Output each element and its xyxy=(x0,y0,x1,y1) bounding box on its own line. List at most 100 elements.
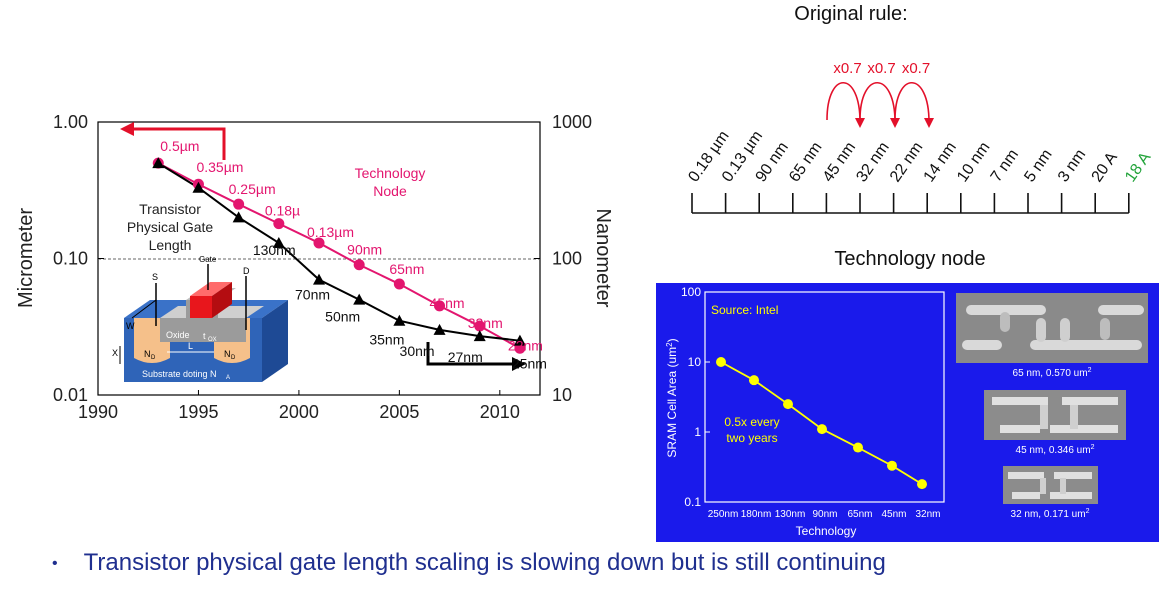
sram-x-tick-label: 45nm xyxy=(881,509,906,520)
tech-node-label: 90nm xyxy=(347,242,382,258)
scaling-multiplier: x0.7 xyxy=(833,60,861,77)
gate-length-point xyxy=(433,323,446,335)
gate-length-label: 130nm xyxy=(253,242,296,258)
micrograph-32nm-caption: 32 nm, 0.171 um xyxy=(1011,509,1086,520)
inset-label-nd-left-sub: D xyxy=(151,355,156,361)
gate-length-annotation-line1: Transistor xyxy=(139,201,201,217)
sram-annotation-line2: two years xyxy=(726,431,777,445)
inset-label-tox: t xyxy=(203,331,206,341)
svg-text:32 nm, 0.171 um2: 32 nm, 0.171 um2 xyxy=(1011,508,1090,520)
micrograph-45nm: 45 nm, 0.346 um2 xyxy=(984,390,1126,456)
gate-length-label: 70nm xyxy=(295,287,330,303)
gate-length-point xyxy=(313,273,325,285)
node-label: 65 nm xyxy=(786,139,825,185)
scaling-arrowhead xyxy=(855,118,865,128)
gate-length-label: 27nm xyxy=(448,349,483,365)
sram-x-tick-label: 65nm xyxy=(847,509,872,520)
scaling-arrowhead xyxy=(890,118,900,128)
x-tick-label: 2000 xyxy=(279,402,319,422)
tech-node-label: 65nm xyxy=(389,261,424,277)
gate-length-label: 30nm xyxy=(400,343,435,359)
sram-y-tick-label: 100 xyxy=(681,285,701,299)
node-label: 20 A xyxy=(1089,149,1121,185)
inset-label-drain: D xyxy=(243,266,250,276)
tech-node-label: 22nm xyxy=(508,337,543,353)
sram-y-tick-label: 10 xyxy=(688,355,702,369)
gate-length-line xyxy=(157,162,521,342)
sram-x-tick-label: 250nm xyxy=(708,509,739,520)
sram-cell-area-panel: 100 10 1 0.1 250nm 180nm 130nm 90nm 65nm 45nm 32n… xyxy=(656,283,1159,542)
scaling-arc xyxy=(859,81,896,123)
sram-y-axis-label: SRAM Cell Area (um2) xyxy=(665,338,679,457)
gate-length-point xyxy=(232,211,245,223)
scaling-multiplier: x0.7 xyxy=(867,60,895,77)
bullet-point: • Transistor physical gate length scaling… xyxy=(52,549,886,577)
node-label-highlight: 18 A xyxy=(1122,149,1154,185)
tech-node-line xyxy=(157,162,521,350)
node-label: 45 nm xyxy=(820,139,859,185)
sram-plot-frame xyxy=(704,291,945,503)
y-right-tick-label: 100 xyxy=(552,249,582,269)
node-label: 7 nm xyxy=(988,146,1022,185)
tech-node-point xyxy=(474,320,486,332)
transistor-inset-illustration: Gate S D W Oxide t OX X N D L N D Substr… xyxy=(112,255,288,382)
sram-point xyxy=(853,442,863,453)
rule-caption: Technology node xyxy=(834,248,985,270)
micrograph-45nm-caption: 45 nm, 0.346 um xyxy=(1016,445,1091,456)
chart-data-labels: 0.5µm 0.35µm 0.25µm 0.18µ 0.13µm 90nm 65nm 45nm… xyxy=(160,138,547,372)
tech-node-label: 0.35µm xyxy=(196,159,243,175)
scaling-arrows: x0.7 x0.7 x0.7 xyxy=(826,60,934,128)
inset-label-x: X xyxy=(112,348,118,358)
inset-label-nd-left: N xyxy=(144,349,151,359)
inset-label-substrate-sub: A xyxy=(226,375,230,381)
gate-length-annotation-line3: Length xyxy=(149,237,192,253)
node-label: 10 nm xyxy=(954,139,993,185)
tech-node-label: 45nm xyxy=(430,295,465,311)
tech-node-point xyxy=(353,259,365,271)
gate-length-point xyxy=(513,334,526,346)
scaling-arrowhead xyxy=(924,118,934,128)
sram-x-tick-label: 90nm xyxy=(812,509,837,520)
y-axis-ticks: 1.00 1000 0.10 100 0.01 10 xyxy=(53,112,592,405)
y-axis-right-label: Nanometer xyxy=(592,209,614,308)
node-label: 3 nm xyxy=(1055,146,1089,185)
rule-title: Original rule: xyxy=(794,3,907,25)
gate-length-point xyxy=(192,181,205,193)
micrograph-32nm: 32 nm, 0.171 um2 xyxy=(1003,466,1098,520)
scaling-arc xyxy=(826,81,861,123)
sram-source-label: Source: Intel xyxy=(711,303,778,317)
node-label: 5 nm xyxy=(1021,146,1055,185)
y-left-tick-label: 0.01 xyxy=(53,385,88,405)
gate-length-point xyxy=(152,157,165,169)
node-label: 14 nm xyxy=(921,139,960,185)
tech-node-label: 0.13µm xyxy=(307,224,354,240)
y-right-tick-label: 10 xyxy=(552,385,572,405)
gate-length-point xyxy=(272,236,285,248)
gate-length-annotation-line2: Physical Gate xyxy=(127,219,214,235)
sram-point xyxy=(783,399,793,410)
black-right-arrow xyxy=(426,342,526,371)
tech-node-label: 0.25µm xyxy=(229,181,276,197)
sram-x-ticks: 250nm 180nm 130nm 90nm 65nm 45nm 32nm xyxy=(708,509,941,520)
sram-series xyxy=(716,357,927,490)
tech-node-annotation-line1: Technology xyxy=(355,165,426,181)
tech-node-point xyxy=(273,218,285,230)
inset-label-gate: Gate xyxy=(199,255,217,264)
inset-label-substrate: Substrate doting N xyxy=(142,369,217,379)
inset-label-nd-right-sub: D xyxy=(231,355,236,361)
micrograph-65nm: 65 nm, 0.570 um2 xyxy=(956,293,1148,379)
svg-text:45 nm, 0.346 um2: 45 nm, 0.346 um2 xyxy=(1016,444,1095,456)
tech-node-annotation-line2: Node xyxy=(373,183,407,199)
gate-length-label: 25nm xyxy=(512,356,547,372)
x-tick-label: 1990 xyxy=(78,402,118,422)
inset-label-oxide: Oxide xyxy=(166,330,190,340)
tech-node-point xyxy=(313,237,325,249)
sram-x-tick-label: 180nm xyxy=(741,509,772,520)
x-axis-ticks: 1990 1995 2000 2005 2010 xyxy=(78,390,520,422)
y-left-tick-label: 0.10 xyxy=(53,249,88,269)
sram-point xyxy=(749,375,759,386)
inset-label-length: L xyxy=(188,341,193,351)
inset-label-tox-sub: OX xyxy=(208,337,217,343)
sram-x-axis-label: Technology xyxy=(796,524,857,538)
